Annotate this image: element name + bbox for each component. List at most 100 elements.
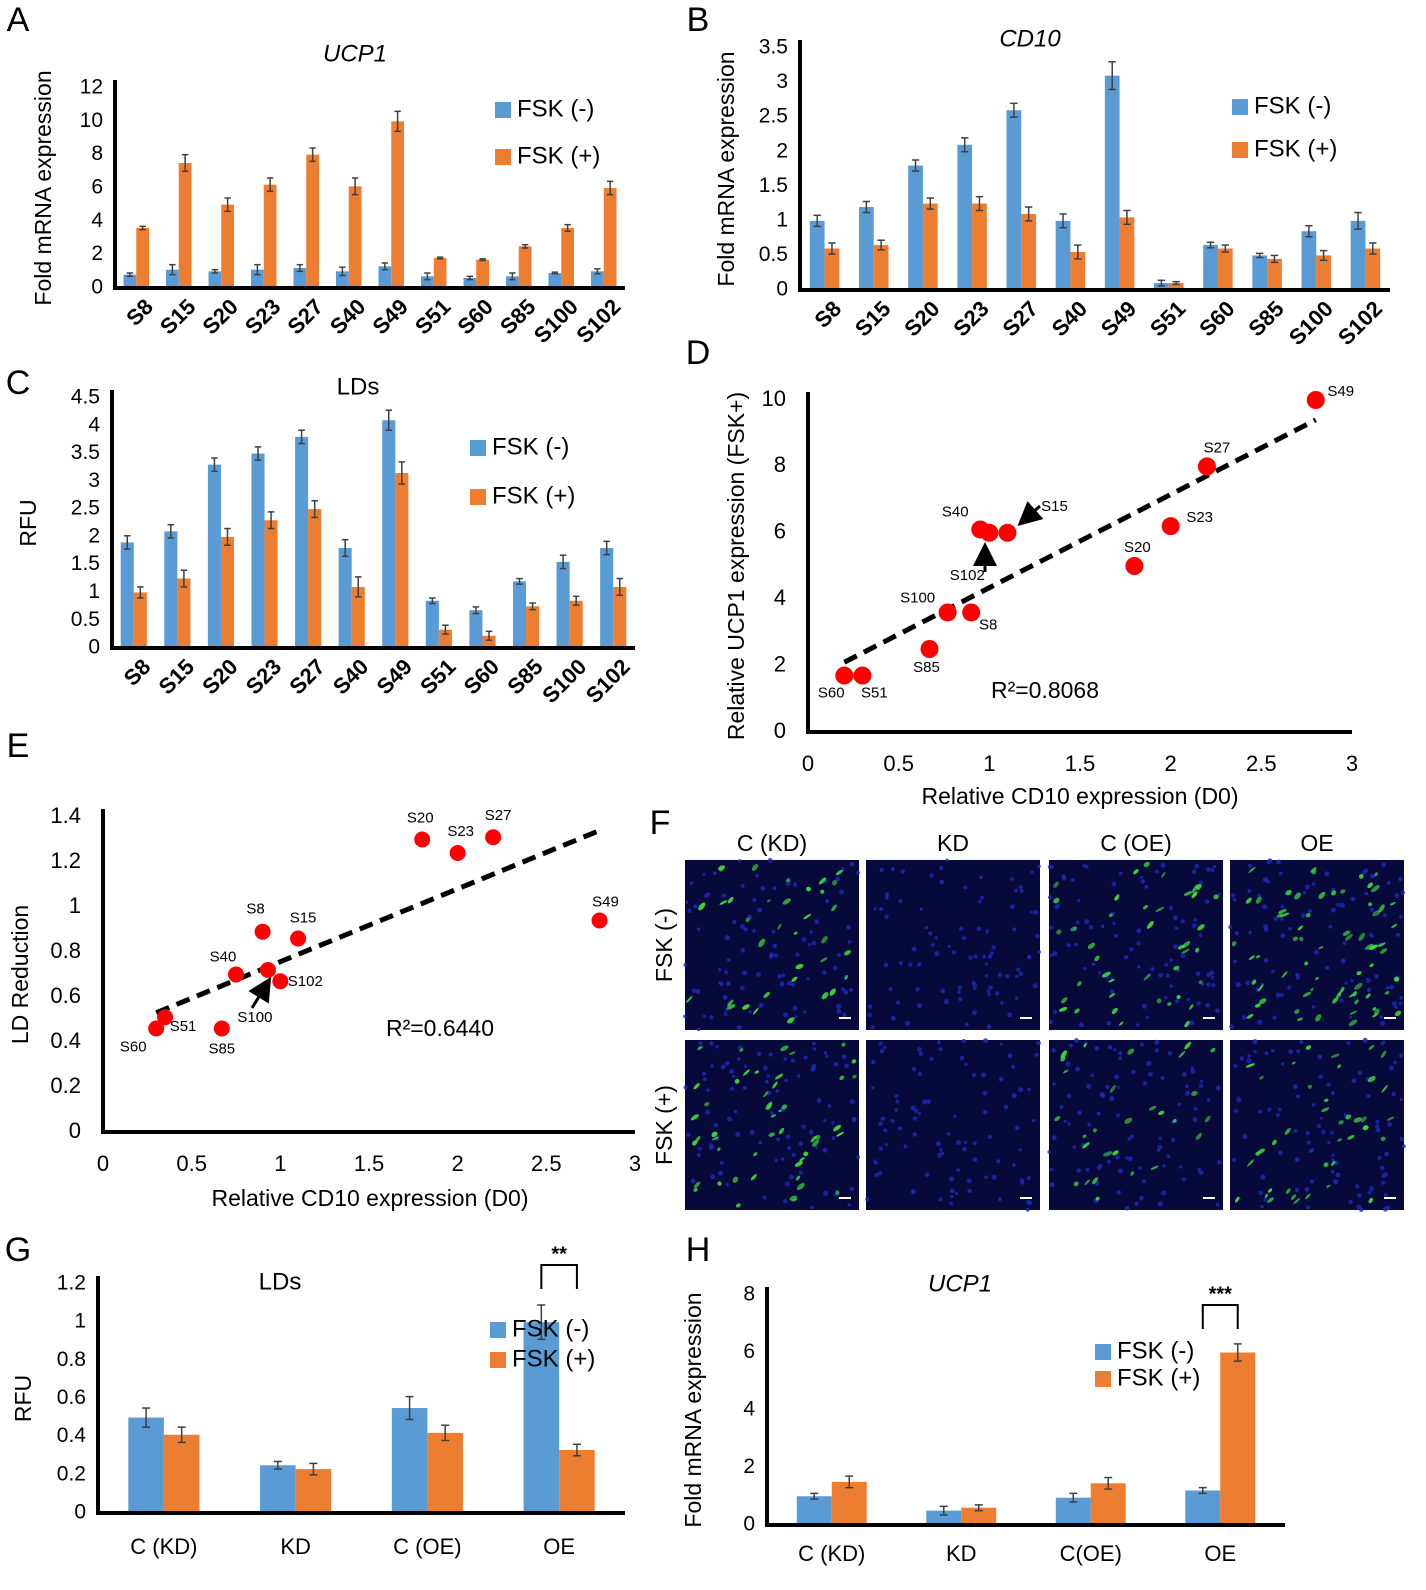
nucleus [938, 1047, 943, 1052]
nucleus [1311, 1103, 1316, 1107]
lipid-stain [806, 886, 811, 892]
nucleus [865, 1197, 870, 1202]
bar [556, 561, 570, 648]
nucleus [1088, 924, 1094, 930]
nucleus [1205, 1002, 1211, 1008]
nucleus [798, 1141, 803, 1147]
nucleus [773, 953, 778, 958]
nucleus [958, 926, 964, 931]
lipid-stain [1381, 1084, 1388, 1093]
lipid-stain [1371, 885, 1380, 893]
nucleus [1014, 996, 1019, 1001]
nucleus [772, 886, 777, 891]
nucleus [1014, 888, 1019, 893]
chart-title: UCP1 [323, 40, 387, 67]
nucleus [801, 937, 807, 943]
nucleus [1084, 864, 1089, 869]
point [1306, 391, 1325, 409]
lipid-stain [1272, 1139, 1277, 1146]
y-axis-label: Fold mRNA expression [680, 1292, 706, 1527]
nucleus [1012, 1163, 1016, 1167]
bar [613, 586, 627, 648]
nucleus [1236, 1096, 1242, 1103]
nucleus [956, 1168, 960, 1172]
x-tick-label: S102 [1333, 296, 1387, 350]
bar [1090, 1483, 1126, 1525]
bar [600, 548, 614, 648]
nucleus [729, 1068, 735, 1074]
nucleus [1369, 932, 1373, 937]
nucleus [1154, 1039, 1160, 1045]
x-tick-label: 0 [97, 1151, 109, 1176]
micrograph [865, 1038, 1041, 1212]
bar [263, 184, 277, 288]
bar [208, 271, 222, 288]
x-tick-label: 2.5 [1246, 751, 1277, 776]
nucleus [1036, 1040, 1041, 1046]
lipid-stain [812, 1139, 820, 1147]
lipid-stain [832, 880, 838, 886]
lipid-stain [1293, 1197, 1301, 1205]
nucleus [1276, 859, 1281, 865]
x-tick-label: S8 [121, 294, 158, 331]
nucleus [1230, 893, 1236, 898]
y-tick-label: 10 [762, 386, 786, 411]
error-bar [442, 624, 449, 635]
nucleus [686, 1132, 691, 1138]
nucleus [1177, 1102, 1182, 1107]
point-label: S60 [818, 685, 845, 702]
lipid-stain [704, 1101, 710, 1107]
lipid-stain [1356, 971, 1362, 976]
nucleus [950, 1194, 954, 1199]
nucleus [1144, 884, 1149, 889]
lipid-stain [852, 1074, 857, 1079]
y-tick-label: 0 [743, 1513, 755, 1536]
nucleus [1141, 1003, 1147, 1009]
nucleus [1139, 1042, 1145, 1047]
nucleus [949, 1176, 954, 1182]
lipid-stain [791, 1198, 798, 1202]
nucleus [710, 1174, 716, 1180]
nucleus [690, 1178, 696, 1184]
lipid-stain [1103, 1151, 1113, 1157]
nucleus [760, 885, 765, 891]
lipid-stain [1394, 1010, 1402, 1017]
nucleus [782, 1198, 788, 1204]
nucleus [896, 1000, 901, 1005]
lipid-stain [763, 991, 770, 999]
lipid-stain [693, 1187, 698, 1192]
nucleus [867, 1012, 872, 1018]
error-bar [603, 540, 610, 556]
bar [1119, 217, 1135, 290]
nucleus [912, 1132, 918, 1137]
nucleus [1218, 892, 1222, 897]
lipid-stain [1143, 861, 1150, 868]
lipid-stain [1389, 901, 1396, 906]
nucleus [1369, 907, 1375, 913]
lipid-stain [1354, 999, 1359, 1005]
nucleus [852, 1116, 857, 1121]
nucleus [791, 982, 796, 987]
x-tick-label: KD [280, 1534, 311, 1559]
nucleus [1380, 1165, 1385, 1171]
nucleus [1348, 1015, 1353, 1019]
error-bar [254, 446, 262, 461]
lipid-stain [732, 1176, 739, 1183]
lipid-stain [835, 869, 843, 876]
bar [308, 509, 322, 648]
legend-swatch [1095, 1344, 1111, 1360]
nucleus [822, 970, 827, 975]
point-label: S49 [1327, 383, 1354, 400]
x-tick-label: S102 [581, 654, 635, 708]
nucleus [1027, 954, 1032, 960]
nucleus [693, 904, 698, 909]
nucleus [1164, 962, 1169, 967]
nucleus [1031, 1118, 1036, 1123]
nucleus [1161, 1190, 1167, 1196]
nucleus [1189, 1020, 1195, 1026]
panel-letter: C [6, 364, 31, 402]
micrograph [683, 1040, 861, 1210]
nucleus [712, 871, 717, 876]
nucleus [847, 1203, 851, 1207]
nucleus [783, 1057, 788, 1061]
